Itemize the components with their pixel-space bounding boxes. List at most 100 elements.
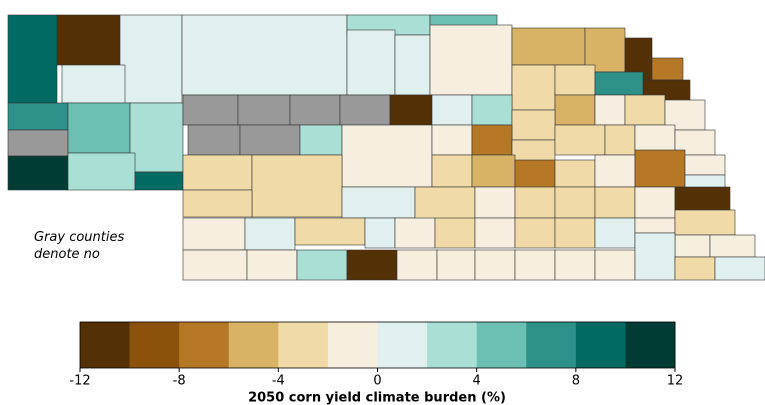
colorbar-tick-label: -4 bbox=[272, 374, 285, 389]
county bbox=[389, 94, 433, 126]
annotation: Gray counties denote no bbox=[34, 230, 124, 262]
county bbox=[554, 249, 596, 281]
county bbox=[434, 217, 476, 249]
colorbar-tick-label: 4 bbox=[473, 374, 481, 389]
county bbox=[674, 234, 711, 258]
county bbox=[471, 124, 513, 156]
county bbox=[594, 249, 636, 281]
county bbox=[584, 27, 626, 73]
colorbar-tick-label: 12 bbox=[667, 374, 684, 389]
county bbox=[187, 124, 241, 156]
colorbar-swatch bbox=[575, 322, 626, 368]
colorbar-swatch bbox=[278, 322, 329, 368]
county bbox=[129, 102, 184, 173]
county bbox=[67, 102, 131, 154]
county bbox=[474, 217, 516, 249]
county bbox=[431, 124, 473, 156]
county bbox=[341, 124, 433, 188]
county bbox=[554, 64, 596, 96]
county bbox=[471, 94, 513, 126]
county bbox=[341, 186, 416, 219]
county bbox=[594, 71, 644, 96]
county bbox=[554, 217, 596, 249]
county bbox=[119, 14, 183, 104]
county bbox=[396, 249, 438, 281]
county bbox=[709, 234, 756, 258]
colorbar-swatch bbox=[327, 322, 378, 368]
county bbox=[634, 217, 676, 234]
county bbox=[294, 217, 366, 246]
county bbox=[56, 14, 121, 66]
colorbar-swatch bbox=[129, 322, 180, 368]
county bbox=[431, 94, 473, 126]
colorbar-swatch bbox=[80, 322, 131, 368]
county bbox=[604, 124, 636, 156]
county bbox=[346, 249, 398, 281]
county bbox=[431, 154, 473, 188]
county bbox=[674, 256, 716, 281]
colorbar-swatch bbox=[427, 322, 478, 368]
county bbox=[414, 186, 476, 221]
county bbox=[514, 217, 556, 249]
county bbox=[634, 149, 686, 188]
county bbox=[181, 14, 348, 96]
colorbar-swatch bbox=[625, 322, 676, 368]
colorbar-tick-label: 0 bbox=[373, 374, 381, 389]
county bbox=[237, 94, 291, 126]
county bbox=[474, 249, 516, 281]
county bbox=[594, 94, 626, 126]
county bbox=[239, 124, 301, 156]
county bbox=[364, 217, 396, 249]
county bbox=[684, 154, 726, 176]
county bbox=[299, 124, 343, 156]
county bbox=[634, 232, 676, 281]
county bbox=[346, 29, 396, 96]
county bbox=[182, 189, 253, 218]
colorbar-tick-label: 8 bbox=[572, 374, 580, 389]
colorbar-tick-label: -12 bbox=[69, 374, 90, 389]
county bbox=[514, 249, 556, 281]
county bbox=[554, 159, 596, 188]
county bbox=[471, 154, 516, 188]
county bbox=[634, 186, 676, 219]
colorbar: -12 -8 -4 0 4 8 12 bbox=[69, 321, 684, 389]
county bbox=[436, 249, 476, 281]
county bbox=[289, 94, 341, 126]
county bbox=[296, 249, 348, 281]
county bbox=[674, 209, 736, 236]
county bbox=[554, 124, 606, 156]
county bbox=[7, 102, 69, 131]
county bbox=[514, 186, 556, 219]
county bbox=[244, 217, 296, 251]
county bbox=[182, 217, 246, 251]
county bbox=[134, 171, 184, 191]
county bbox=[7, 129, 69, 157]
county bbox=[339, 94, 391, 126]
county bbox=[594, 154, 636, 188]
county bbox=[251, 154, 343, 218]
county bbox=[246, 249, 298, 281]
county bbox=[674, 186, 731, 211]
county bbox=[511, 27, 586, 66]
county bbox=[474, 186, 516, 219]
county-layer bbox=[7, 14, 765, 281]
colorbar-label: 2050 corn yield climate burden (%) bbox=[248, 391, 506, 405]
county bbox=[511, 109, 556, 141]
colorbar-swatch bbox=[377, 322, 428, 368]
county bbox=[182, 94, 239, 126]
county bbox=[182, 249, 248, 281]
county bbox=[594, 217, 636, 249]
county bbox=[624, 94, 666, 126]
county bbox=[7, 14, 58, 104]
colorbar-swatch bbox=[179, 322, 230, 368]
county bbox=[394, 217, 436, 249]
colorbar-swatch bbox=[476, 322, 527, 368]
county bbox=[394, 34, 431, 96]
colorbar-swatch bbox=[228, 322, 279, 368]
county bbox=[429, 24, 513, 96]
colorbar-tick-label: -8 bbox=[173, 374, 186, 389]
county bbox=[554, 186, 596, 219]
county bbox=[511, 64, 556, 111]
colorbar-swatch bbox=[526, 322, 577, 368]
county bbox=[67, 152, 136, 191]
